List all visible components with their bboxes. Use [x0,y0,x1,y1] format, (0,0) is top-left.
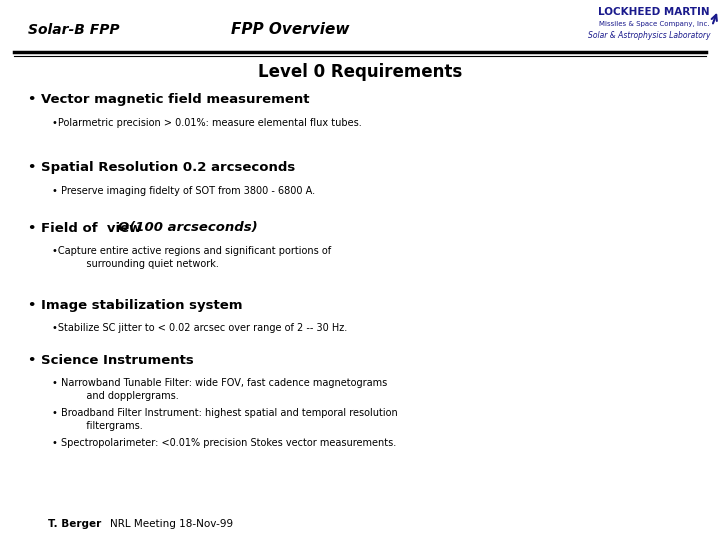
Text: •Stabilize SC jitter to < 0.02 arcsec over range of 2 -- 30 Hz.: •Stabilize SC jitter to < 0.02 arcsec ov… [52,323,347,333]
Text: •Capture entire active regions and significant portions of
           surroundin: •Capture entire active regions and signi… [52,246,331,269]
Text: • Broadband Filter Instrument: highest spatial and temporal resolution
         : • Broadband Filter Instrument: highest s… [52,408,397,431]
Text: • Vector magnetic field measurement: • Vector magnetic field measurement [28,93,310,106]
Text: • Spectropolarimeter: <0.01% precision Stokes vector measurements.: • Spectropolarimeter: <0.01% precision S… [52,438,396,448]
Text: NRL Meeting 18-Nov-99: NRL Meeting 18-Nov-99 [110,519,233,529]
Text: Level 0 Requirements: Level 0 Requirements [258,63,462,81]
Text: •Polarmetric precision > 0.01%: measure elemental flux tubes.: •Polarmetric precision > 0.01%: measure … [52,118,361,128]
Text: • Science Instruments: • Science Instruments [28,354,194,367]
Text: O(100 arcseconds): O(100 arcseconds) [119,221,258,234]
Text: • Image stabilization system: • Image stabilization system [28,299,243,312]
Text: Solar-B FPP: Solar-B FPP [28,23,120,37]
Text: Solar & Astrophysics Laboratory: Solar & Astrophysics Laboratory [588,30,710,39]
Text: • Field of  view: • Field of view [28,221,146,234]
Text: • Preserve imaging fidelty of SOT from 3800 - 6800 A.: • Preserve imaging fidelty of SOT from 3… [52,186,315,196]
Text: • Spatial Resolution 0.2 arcseconds: • Spatial Resolution 0.2 arcseconds [28,161,295,174]
Text: LOCKHEED MARTIN: LOCKHEED MARTIN [598,7,710,17]
Text: Missiles & Space Company, Inc.: Missiles & Space Company, Inc. [599,21,710,27]
Text: T. Berger: T. Berger [48,519,102,529]
Text: • Narrowband Tunable Filter: wide FOV, fast cadence magnetograms
           and : • Narrowband Tunable Filter: wide FOV, f… [52,378,387,401]
Text: FPP Overview: FPP Overview [230,23,349,37]
